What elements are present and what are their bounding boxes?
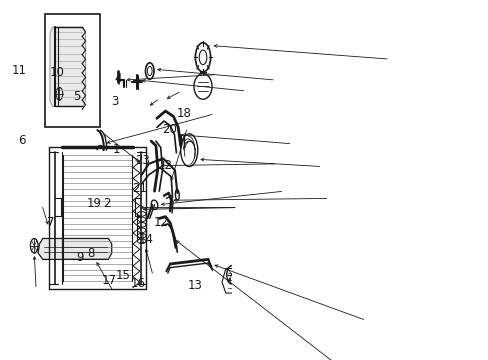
Text: 18: 18 xyxy=(176,107,191,120)
Polygon shape xyxy=(38,238,111,260)
Text: 15: 15 xyxy=(116,269,130,282)
Text: 11: 11 xyxy=(12,64,27,77)
Text: 21: 21 xyxy=(132,182,147,195)
Text: 4: 4 xyxy=(115,72,122,85)
Text: 12: 12 xyxy=(154,216,169,229)
Text: 20: 20 xyxy=(162,123,177,136)
Text: 17: 17 xyxy=(101,274,116,287)
Text: 8: 8 xyxy=(87,247,94,260)
Text: 23: 23 xyxy=(135,154,150,167)
Text: 16: 16 xyxy=(131,277,145,290)
Text: 13: 13 xyxy=(187,279,203,292)
Text: 5: 5 xyxy=(73,90,80,103)
Text: 1: 1 xyxy=(112,143,120,156)
Text: 7: 7 xyxy=(47,216,55,229)
Text: 9: 9 xyxy=(76,251,84,264)
Text: 19: 19 xyxy=(86,197,102,210)
Text: 6: 6 xyxy=(18,134,26,147)
Text: 3: 3 xyxy=(111,95,119,108)
Text: 14: 14 xyxy=(139,233,154,246)
Text: 22: 22 xyxy=(157,159,172,172)
Polygon shape xyxy=(50,27,85,107)
Text: 2: 2 xyxy=(103,197,110,210)
Text: 10: 10 xyxy=(49,66,64,78)
Bar xyxy=(45,14,100,127)
